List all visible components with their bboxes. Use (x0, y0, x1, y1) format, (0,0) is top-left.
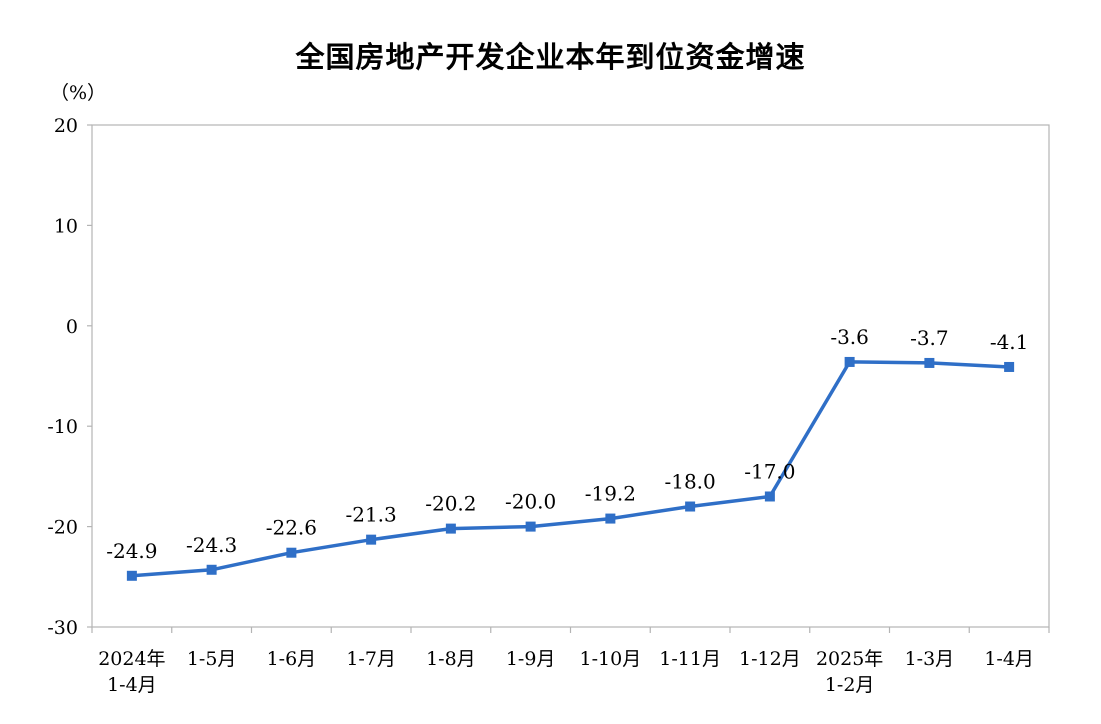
data-point-marker (286, 547, 297, 558)
chart-title: 全国房地产开发企业本年到位资金增速 (295, 40, 806, 74)
y-tick-label: 0 (66, 316, 78, 338)
x-tick-label: 1-6月 (267, 648, 317, 670)
data-point-marker (685, 501, 696, 512)
x-tick-label: 2024年 1-4月 (98, 648, 165, 696)
data-point-marker (525, 521, 536, 532)
x-tick-label: 1-5月 (187, 648, 237, 670)
data-label: -17.0 (744, 459, 795, 483)
data-label: -4.1 (990, 330, 1029, 354)
data-point-marker (924, 357, 935, 368)
data-point-marker (126, 570, 137, 581)
data-label: -24.9 (106, 539, 157, 563)
x-tick-label: 1-8月 (426, 648, 476, 670)
data-label: -22.6 (266, 516, 317, 540)
x-tick-label: 1-12月 (739, 648, 801, 670)
series-line (131, 360, 1010, 578)
data-point-marker (1004, 361, 1015, 372)
data-label: -20.2 (425, 492, 476, 516)
x-tick-label: 1-10月 (580, 648, 642, 670)
data-point-marker (206, 564, 217, 575)
x-tick-label: 1-11月 (659, 648, 721, 670)
x-tick-label: 1-4月 (984, 648, 1034, 670)
x-tick-label: 2025年 1-2月 (816, 648, 883, 696)
y-tick-label: 10 (54, 215, 78, 237)
y-axis-unit-label: （%） (50, 82, 107, 104)
data-point-marker (605, 513, 616, 524)
x-tick-label: 1-3月 (905, 648, 955, 670)
y-tick-label: -10 (47, 416, 78, 438)
data-point-marker (445, 523, 456, 534)
data-label: -19.2 (585, 482, 636, 506)
data-label: -20.0 (505, 490, 556, 514)
data-point-marker (844, 356, 855, 367)
data-point-marker (764, 491, 775, 502)
data-label: -18.0 (664, 470, 715, 494)
data-label: -21.3 (345, 503, 396, 527)
data-point-marker (366, 534, 377, 545)
y-tick-label: -20 (47, 517, 78, 539)
data-label: -24.3 (186, 533, 237, 557)
x-tick-label: 1-9月 (506, 648, 556, 670)
y-tick-label: 20 (54, 115, 78, 137)
x-tick-label: 1-7月 (346, 648, 396, 670)
data-label: -3.6 (830, 325, 869, 349)
data-label: -3.7 (910, 326, 949, 350)
y-tick-label: -30 (47, 617, 78, 639)
